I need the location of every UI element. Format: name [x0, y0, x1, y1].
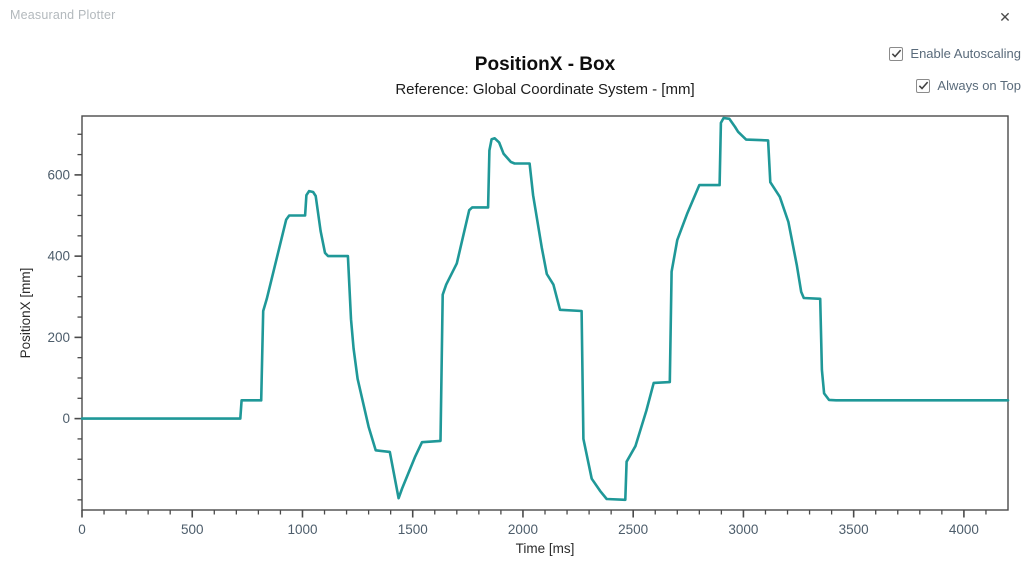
- always-on-top-label: Always on Top: [937, 78, 1021, 93]
- enable-autoscaling-option[interactable]: Enable Autoscaling: [889, 46, 1021, 61]
- x-tick-label: 3500: [839, 522, 869, 537]
- enable-autoscaling-checkbox[interactable]: [889, 46, 904, 61]
- y-tick-label: 200: [47, 330, 70, 345]
- always-on-top-checkbox[interactable]: [916, 78, 931, 93]
- y-tick-label: 0: [62, 411, 70, 426]
- enable-autoscaling-label: Enable Autoscaling: [910, 46, 1021, 61]
- y-tick-label: 400: [47, 249, 70, 264]
- series-line: [80, 116, 1010, 502]
- plot-options: Enable Autoscaling Always on Top: [889, 46, 1021, 93]
- plot-border: [81, 115, 1009, 511]
- x-tick-label: 0: [78, 522, 86, 537]
- x-tick-label: 3000: [728, 522, 758, 537]
- x-tick-label: 1000: [287, 522, 317, 537]
- x-tick-label: 4000: [949, 522, 979, 537]
- x-tick-label: 1500: [398, 522, 428, 537]
- window-title: Measurand Plotter: [10, 8, 116, 22]
- y-axis-label: PositionX [mm]: [18, 268, 33, 359]
- close-icon: ✕: [999, 9, 1011, 25]
- x-tick-label: 2500: [618, 522, 648, 537]
- y-tick-label: 600: [47, 167, 70, 182]
- checkmark-icon: [918, 81, 929, 90]
- x-tick-label: 2000: [508, 522, 538, 537]
- titlebar: Measurand Plotter ✕: [0, 0, 1024, 32]
- close-button[interactable]: ✕: [994, 6, 1016, 28]
- checkmark-icon: [891, 49, 902, 58]
- x-tick-label: 500: [181, 522, 204, 537]
- always-on-top-option[interactable]: Always on Top: [916, 78, 1021, 93]
- x-axis-label: Time [ms]: [516, 541, 575, 556]
